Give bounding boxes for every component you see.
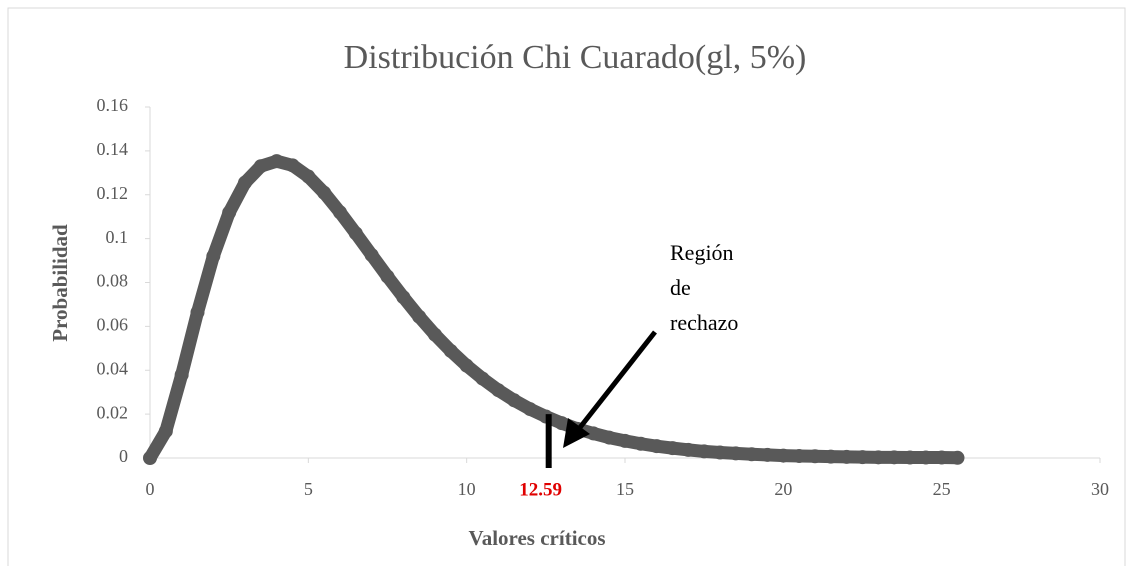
curve bbox=[144, 154, 958, 465]
critical-label: 12.59 bbox=[519, 479, 562, 500]
y-tick-label: 0.06 bbox=[97, 315, 129, 335]
x-tick-label: 15 bbox=[616, 479, 634, 499]
x-tick-label: 30 bbox=[1091, 479, 1109, 499]
y-tick-label: 0.14 bbox=[97, 139, 129, 159]
y-axis-label: Probabilidad bbox=[48, 224, 72, 342]
y-tick-label: 0.1 bbox=[106, 227, 129, 247]
annotation-text: Región bbox=[670, 240, 734, 265]
x-tick-label: 10 bbox=[458, 479, 476, 499]
x-tick-label: 25 bbox=[933, 479, 951, 499]
y-tick-label: 0.16 bbox=[97, 95, 129, 115]
y-tick-label: 0.12 bbox=[97, 183, 129, 203]
arrow-head bbox=[563, 418, 590, 448]
y-tick-label: 0.04 bbox=[97, 358, 129, 378]
x-tick-label: 5 bbox=[304, 479, 313, 499]
arrow-shaft bbox=[576, 330, 657, 432]
y-tick-label: 0 bbox=[119, 446, 128, 466]
x-tick-label: 0 bbox=[146, 479, 155, 499]
chart-border bbox=[7, 7, 1126, 566]
annotation-text: rechazo bbox=[670, 310, 738, 335]
x-tick-label: 20 bbox=[774, 479, 792, 499]
annotation-text: de bbox=[670, 275, 691, 300]
y-tick-label: 0.08 bbox=[97, 271, 129, 291]
x-axis-label: Valores críticos bbox=[468, 526, 605, 550]
chart-title: Distribución Chi Cuarado(gl, 5%) bbox=[344, 39, 807, 76]
y-tick-label: 0.02 bbox=[97, 402, 129, 422]
